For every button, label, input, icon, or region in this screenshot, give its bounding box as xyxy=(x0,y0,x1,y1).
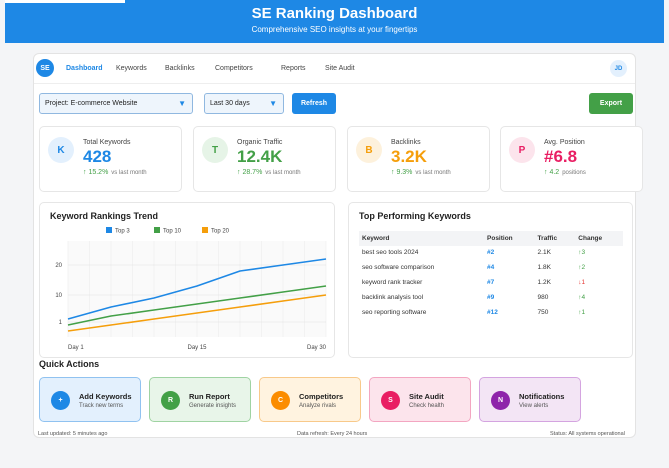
page-title: SE Ranking Dashboard xyxy=(251,5,418,22)
logo[interactable]: SE xyxy=(36,59,54,77)
bell-icon: N xyxy=(491,391,510,410)
col-traffic: Traffic xyxy=(534,231,576,246)
table-row[interactable]: seo reporting software #12 750 ↑1 xyxy=(362,309,586,316)
dashboard-panel: SE Dashboard Keywords Backlinks Competit… xyxy=(33,53,643,438)
stat-value: 428 xyxy=(83,147,112,166)
rankings-chart: 1 10 20 Day 1 Day 15 Day 30 Top 3 Top 10 Top 20 xyxy=(55,227,327,351)
project-select[interactable]: Project: E-commerce Website ▼ xyxy=(39,93,193,114)
refresh-button[interactable]: Refresh xyxy=(292,93,336,114)
chevron-down-icon: ▼ xyxy=(178,99,186,108)
col-change: Change xyxy=(575,231,623,246)
legend-swatch xyxy=(106,227,112,233)
y-tick-label: 20 xyxy=(55,263,62,269)
x-tick-label: Day 30 xyxy=(307,345,327,351)
competitors-action[interactable]: C Competitors Analyze rivals xyxy=(259,377,361,422)
site-audit-action[interactable]: S Site Audit Check health xyxy=(369,377,471,422)
run-report-action[interactable]: R Run Report Generate insights xyxy=(149,377,251,422)
project-select-value: Project: E-commerce Website xyxy=(45,100,138,107)
table-row[interactable]: backlink analysis tool #9 980 ↑4 xyxy=(362,294,586,301)
date-range-select[interactable]: Last 30 days ▼ xyxy=(204,93,284,114)
export-button[interactable]: Export xyxy=(589,93,633,114)
stat-label: Backlinks xyxy=(391,139,421,146)
stat-card-backlinks: B Backlinks 3.2K ↑ 9.3% vs last month xyxy=(347,126,490,192)
date-range-value: Last 30 days xyxy=(210,100,250,107)
nav-reports[interactable]: Reports xyxy=(281,65,306,72)
stat-card-traffic: T Organic Traffic 12.4K ↑ 28.7% vs last m… xyxy=(193,126,336,192)
stat-label: Total Keywords xyxy=(83,139,131,146)
col-position: Position xyxy=(484,231,535,246)
nav-keywords[interactable]: Keywords xyxy=(116,65,147,72)
series-line xyxy=(67,294,327,332)
header-banner: SE Ranking Dashboard Comprehensive SEO i… xyxy=(5,0,664,43)
traffic-icon: T xyxy=(202,137,228,163)
legend-swatch xyxy=(202,227,208,233)
stat-card-position: P Avg. Position #6.8 ↑ 4.2 positions xyxy=(500,126,643,192)
keywords-table: Keyword Position Traffic Change best seo… xyxy=(359,231,623,321)
footer: Last updated: 5 minutes ago Data refresh… xyxy=(5,428,664,440)
stat-change: ↑ 28.7% vs last month xyxy=(237,169,301,176)
stat-value: 12.4K xyxy=(237,147,283,166)
avatar[interactable]: JD xyxy=(610,60,627,77)
legend-swatch xyxy=(154,227,160,233)
x-tick-label: Day 1 xyxy=(68,345,84,351)
quick-actions-title: Quick Actions xyxy=(39,359,100,369)
backlinks-icon: B xyxy=(356,137,382,163)
x-tick-label: Day 15 xyxy=(187,345,207,351)
rankings-chart-panel: Keyword Rankings Trend 1 10 20 Day 1 Day 15 D… xyxy=(39,202,335,358)
stat-change: ↑ 15.2% vs last month xyxy=(83,169,147,176)
stat-card-keywords: K Total Keywords 428 ↑ 15.2% vs last mont… xyxy=(39,126,182,192)
y-tick-label: 1 xyxy=(59,320,63,326)
add-keywords-action[interactable]: + Add Keywords Track new terms xyxy=(39,377,141,422)
top-keywords-panel: Top Performing Keywords Keyword Position… xyxy=(348,202,633,358)
legend-label: Top 20 xyxy=(211,229,230,235)
chart-title: Keyword Rankings Trend xyxy=(50,211,159,221)
page-subtitle: Comprehensive SEO insights at your finge… xyxy=(251,25,418,34)
table-row[interactable]: best seo tools 2024 #2 2.1K ↑3 xyxy=(362,249,586,256)
keywords-icon: K xyxy=(48,137,74,163)
nav-site-audit[interactable]: Site Audit xyxy=(325,65,355,72)
stat-value: 3.2K xyxy=(391,147,427,166)
stat-change: ↑ 9.3% vs last month xyxy=(391,169,451,176)
system-status: Status: All systems operational xyxy=(550,431,625,437)
col-keyword: Keyword xyxy=(359,231,485,246)
plus-icon: + xyxy=(51,391,70,410)
last-updated: Last updated: 5 minutes ago xyxy=(38,431,108,437)
nav-backlinks[interactable]: Backlinks xyxy=(165,65,195,72)
audit-icon: S xyxy=(381,391,400,410)
series-line xyxy=(67,285,327,326)
y-tick-label: 10 xyxy=(55,293,62,299)
series-line xyxy=(67,258,327,320)
header-tab-accent xyxy=(5,0,125,3)
nav-dashboard[interactable]: Dashboard xyxy=(66,65,103,72)
top-nav: SE Dashboard Keywords Backlinks Competit… xyxy=(34,54,635,84)
stat-label: Avg. Position xyxy=(544,139,585,146)
stat-change: ↑ 4.2 positions xyxy=(544,169,586,176)
competitors-icon: C xyxy=(271,391,290,410)
nav-competitors[interactable]: Competitors xyxy=(215,65,253,72)
chevron-down-icon: ▼ xyxy=(269,99,277,108)
position-icon: P xyxy=(509,137,535,163)
stat-label: Organic Traffic xyxy=(237,139,283,146)
data-refresh: Data refresh: Every 24 hours xyxy=(297,431,368,437)
legend-label: Top 3 xyxy=(115,229,130,235)
notifications-action[interactable]: N Notifications View alerts xyxy=(479,377,581,422)
stat-value: #6.8 xyxy=(544,147,578,166)
legend-label: Top 10 xyxy=(163,229,182,235)
keywords-title: Top Performing Keywords xyxy=(359,211,471,221)
table-row[interactable]: keyword rank tracker #7 1.2K ↓1 xyxy=(362,279,586,286)
report-icon: R xyxy=(161,391,180,410)
table-row[interactable]: seo software comparison #4 1.8K ↑2 xyxy=(362,264,586,271)
